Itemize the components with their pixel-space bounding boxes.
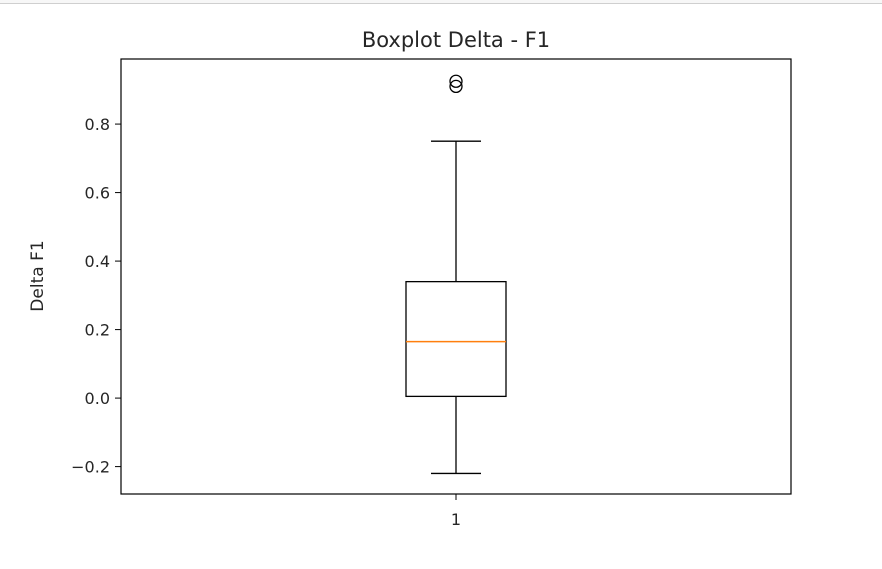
x-tick-label: 1 (451, 510, 461, 529)
notebook-cell-border (0, 0, 882, 4)
chart-title: Boxplot Delta - F1 (362, 28, 550, 52)
y-axis-label: Delta F1 (28, 240, 48, 311)
y-tick-label: 0.4 (85, 252, 110, 271)
outlier-point (449, 79, 463, 94)
plot-area: −0.2 0.0 0.2 0.4 0.6 0.8 1 (71, 74, 507, 529)
y-tick-label: 0.2 (85, 321, 110, 340)
y-tick-label: 0.0 (85, 389, 110, 408)
y-tick-label: 0.8 (85, 115, 110, 134)
y-tick-label: 0.6 (85, 184, 110, 203)
y-tick-label: −0.2 (71, 458, 110, 477)
outlier-point (449, 74, 463, 88)
box-iqr (405, 280, 507, 398)
plot-frame (120, 58, 792, 495)
